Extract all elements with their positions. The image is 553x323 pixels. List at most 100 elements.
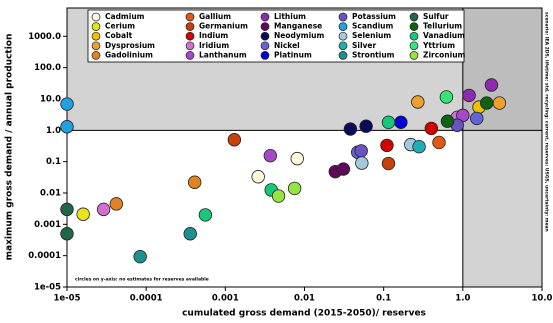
point <box>462 88 476 103</box>
point <box>439 90 454 104</box>
legend-label: Tellurium <box>423 22 462 31</box>
x-tick-label: 0.1 <box>376 294 391 304</box>
point <box>355 156 369 170</box>
point <box>479 96 494 110</box>
point <box>336 162 351 176</box>
legend-marker <box>260 31 270 41</box>
legend-marker <box>338 22 348 31</box>
y-tick-label: 1.0 <box>46 126 61 136</box>
legend-label: Iridium <box>199 41 229 50</box>
legend-marker <box>91 12 101 22</box>
legend-label: Lanthanum <box>199 50 247 59</box>
point <box>183 227 197 241</box>
point <box>354 144 368 158</box>
point <box>381 156 396 171</box>
legend-label: Nickel <box>274 41 300 50</box>
point <box>432 135 446 150</box>
point <box>343 122 358 136</box>
legend-marker <box>91 22 101 31</box>
legend-label: Scandium <box>352 22 394 31</box>
legend-marker <box>185 22 195 31</box>
y-tick-label: 0.001 <box>34 220 61 230</box>
legend-marker <box>185 51 195 60</box>
legend-label: Gadolinium <box>105 50 153 59</box>
point <box>492 96 507 110</box>
legend-marker <box>409 22 419 31</box>
legend-label: Potassium <box>352 12 396 21</box>
legend-marker <box>185 12 195 22</box>
x-axis-label: cumulated gross demand (2015-2050)/ rese… <box>182 309 426 319</box>
y-tick-label: 0.01 <box>40 188 61 198</box>
point <box>96 202 111 217</box>
point <box>440 114 455 128</box>
legend-label: Silver <box>352 41 377 50</box>
point <box>484 78 499 92</box>
x-tick-label: 0.0001 <box>130 294 163 304</box>
point <box>381 115 396 130</box>
legend-marker <box>409 31 419 41</box>
point <box>76 207 90 221</box>
point <box>359 119 373 133</box>
legend-label: Platinum <box>274 50 312 59</box>
legend-label: Cadmium <box>105 12 145 21</box>
legend-label: Germanium <box>199 22 248 31</box>
point <box>187 175 202 189</box>
legend-label: Selenium <box>352 31 391 40</box>
point <box>60 97 74 111</box>
y-tick-label: 0.0001 <box>28 251 61 261</box>
point <box>251 170 265 184</box>
y-tick-label: 10.0 <box>40 94 61 104</box>
legend-marker <box>260 51 270 60</box>
point <box>198 208 213 222</box>
point <box>263 148 278 163</box>
legend-label: Indium <box>199 31 228 40</box>
legend-box <box>87 9 465 63</box>
legend-marker <box>338 51 348 60</box>
point <box>271 189 286 203</box>
x-tick-label: 1e-05 <box>53 294 80 304</box>
legend-label: Neodymium <box>274 31 324 40</box>
legend-marker <box>409 41 419 51</box>
legend-marker <box>338 31 348 41</box>
side-note: scenario: IEA 2DS, lifetime: std, recycl… <box>544 12 550 232</box>
legend-marker <box>260 41 270 51</box>
legend-label: Vanadium <box>423 31 465 40</box>
point <box>411 95 425 109</box>
legend-marker <box>91 41 101 51</box>
legend-marker <box>409 51 419 60</box>
y-tick-label: 1e-05 <box>34 283 61 293</box>
point <box>60 120 74 134</box>
point <box>470 111 484 126</box>
x-tick-label: 10.0 <box>532 294 553 304</box>
y-tick-label: 100.0 <box>34 63 61 73</box>
point <box>60 227 74 241</box>
point <box>109 197 124 211</box>
point <box>412 139 426 154</box>
legend-marker <box>409 12 419 22</box>
legend-label: Yttrium <box>422 41 455 50</box>
annotation: circles on y-axis: no estimates for rese… <box>75 277 209 283</box>
legend-marker <box>185 41 195 51</box>
point <box>424 121 439 136</box>
point <box>133 249 147 264</box>
legend-label: Zirconium <box>423 50 466 59</box>
legend-label: Cerium <box>105 22 135 31</box>
point <box>394 115 408 130</box>
point <box>290 151 304 166</box>
x-tick-label: 0.001 <box>212 294 239 304</box>
legend-label: Cobalt <box>105 31 133 40</box>
y-axis-label: maximum gross demand / annual production <box>5 34 15 261</box>
x-tick-label: 1.0 <box>455 294 470 304</box>
legend-marker <box>260 22 270 31</box>
legend-marker <box>260 12 270 22</box>
point <box>60 202 74 217</box>
point <box>227 133 242 147</box>
point <box>287 181 302 196</box>
legend-marker <box>91 31 101 41</box>
legend-marker <box>91 51 101 60</box>
legend-label: Dysprosium <box>105 41 155 50</box>
legend-marker <box>185 31 195 41</box>
legend-label: Strontium <box>352 50 395 59</box>
y-tick-label: 1000.0 <box>28 32 61 42</box>
